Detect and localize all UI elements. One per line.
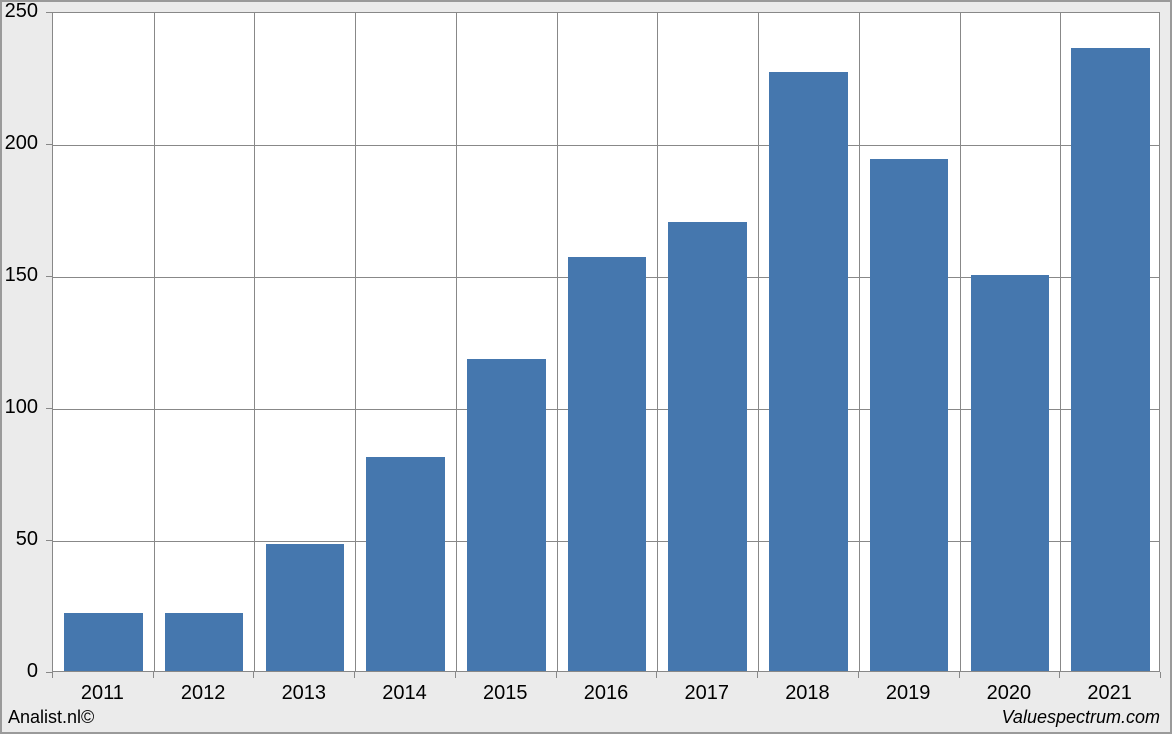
x-axis-label: 2012	[153, 682, 254, 705]
x-axis-label: 2020	[959, 682, 1060, 705]
gridline-vertical	[960, 13, 961, 671]
gridline-vertical	[154, 13, 155, 671]
x-tick-mark	[757, 672, 758, 678]
gridline-horizontal	[53, 145, 1159, 146]
x-axis-label: 2011	[52, 682, 153, 705]
x-tick-mark	[1059, 672, 1060, 678]
x-axis-label: 2021	[1059, 682, 1160, 705]
bar	[769, 72, 848, 671]
y-tick-mark	[46, 408, 52, 409]
x-axis-label: 2016	[556, 682, 657, 705]
y-tick-mark	[46, 144, 52, 145]
y-axis-label: 150	[5, 264, 38, 287]
gridline-vertical	[456, 13, 457, 671]
gridline-vertical	[557, 13, 558, 671]
bar	[64, 613, 143, 671]
x-axis-label: 2015	[455, 682, 556, 705]
x-tick-mark	[959, 672, 960, 678]
plot-area	[52, 12, 1160, 672]
bar	[870, 159, 949, 671]
x-axis-label: 2019	[858, 682, 959, 705]
gridline-vertical	[1060, 13, 1061, 671]
x-tick-mark	[52, 672, 53, 678]
footer-left-credit: Analist.nl©	[8, 707, 94, 728]
x-tick-mark	[455, 672, 456, 678]
bar	[266, 544, 345, 671]
y-axis-label: 0	[27, 660, 38, 683]
y-tick-mark	[46, 540, 52, 541]
x-tick-mark	[656, 672, 657, 678]
bar	[668, 222, 747, 671]
x-tick-mark	[354, 672, 355, 678]
x-tick-mark	[153, 672, 154, 678]
bar	[467, 359, 546, 671]
y-axis-label: 200	[5, 132, 38, 155]
y-axis-label: 50	[16, 528, 38, 551]
x-tick-mark	[556, 672, 557, 678]
gridline-vertical	[355, 13, 356, 671]
y-axis-label: 100	[5, 396, 38, 419]
gridline-vertical	[859, 13, 860, 671]
x-axis-label: 2018	[757, 682, 858, 705]
bar	[971, 275, 1050, 671]
bar	[165, 613, 244, 671]
y-tick-mark	[46, 12, 52, 13]
bar	[366, 457, 445, 671]
chart-frame: Analist.nl© Valuespectrum.com 0 50 100 150 2…	[0, 0, 1172, 734]
x-axis-label: 2014	[354, 682, 455, 705]
gridline-vertical	[657, 13, 658, 671]
bar	[1071, 48, 1150, 671]
bar	[568, 257, 647, 671]
y-axis-label: 250	[5, 0, 38, 23]
x-tick-mark	[253, 672, 254, 678]
y-tick-mark	[46, 276, 52, 277]
footer-right-credit: Valuespectrum.com	[1002, 707, 1160, 728]
x-tick-mark	[1160, 672, 1161, 678]
gridline-vertical	[758, 13, 759, 671]
x-tick-mark	[858, 672, 859, 678]
x-axis-label: 2013	[253, 682, 354, 705]
x-axis-label: 2017	[656, 682, 757, 705]
gridline-vertical	[254, 13, 255, 671]
